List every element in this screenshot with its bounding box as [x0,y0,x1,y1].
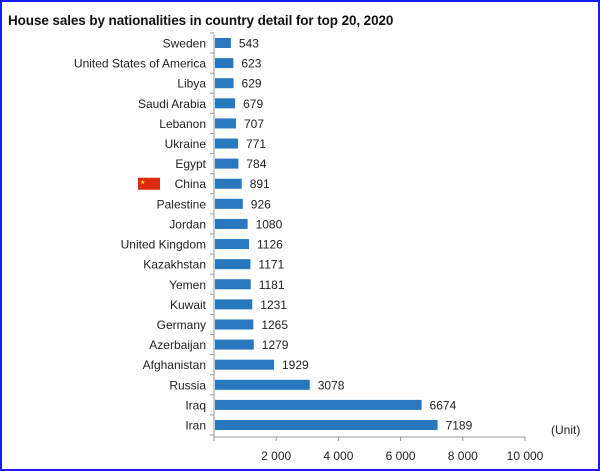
x-tick-label: 10 000 [507,449,544,463]
category-label: Saudi Arabia [138,97,206,111]
category-label: United States of America [74,57,206,71]
data-label: 1265 [261,318,288,332]
category-label: Palestine [157,197,207,211]
data-label: 1181 [259,278,285,292]
category-label: Egypt [175,157,206,171]
category-label: Sweden [163,37,206,51]
bar [215,178,242,189]
data-label: 7189 [446,419,473,433]
category-label: Jordan [169,217,206,231]
data-label: 3078 [318,378,345,392]
data-label: 1080 [256,217,283,231]
bar [215,399,422,410]
data-label: 1126 [257,238,283,252]
data-label: 543 [239,37,259,51]
category-label: Libya [177,77,206,91]
category-label: Iraq [185,398,206,412]
chart-title: House sales by nationalities in country … [8,13,394,28]
bar [215,38,231,48]
bar [215,218,248,229]
data-label: 1231 [260,298,287,312]
data-label: 784 [246,157,266,171]
data-label: 926 [251,197,271,211]
bar [215,78,234,89]
bar [215,319,254,330]
category-label: United Kingdom [121,238,206,252]
category-label: Kazakhstan [143,258,206,272]
category-label: Ukraine [165,137,207,151]
x-tick-label: 8 000 [448,449,478,463]
data-label: 1279 [262,338,289,352]
bar [215,239,250,250]
data-label: 623 [241,57,261,71]
category-label: Yemen [169,278,206,292]
category-label: China [175,177,207,191]
bar [215,138,238,149]
bar [215,299,253,310]
x-tick-label: 4 000 [323,449,353,463]
bar [215,259,251,270]
category-label: Germany [157,318,206,332]
bar [215,339,254,350]
data-label: 1171 [258,258,284,272]
data-label: 707 [244,117,264,131]
flag-star-icon: ★ [140,179,145,186]
data-label: 629 [242,77,262,91]
x-tick-label: 6 000 [386,449,416,463]
bar [215,98,236,109]
china-flag-icon [138,177,160,190]
data-label: 891 [250,177,270,191]
bar [215,359,274,370]
x-tick-label: 2 000 [261,449,291,463]
bar [215,118,236,129]
unit-label: (Unit) [551,423,580,437]
bar [215,198,243,209]
category-label: Lebanon [159,117,206,131]
bar [215,279,251,290]
data-label: 6674 [430,398,457,412]
bar [215,379,310,390]
data-label: 771 [246,137,266,151]
bar [215,420,438,430]
bar [215,58,234,69]
category-label: Kuwait [170,298,207,312]
category-label: Afghanistan [143,358,206,372]
bar [215,158,239,169]
category-label: Azerbaijan [149,338,206,352]
data-label: 679 [243,97,263,111]
category-label: Iran [185,419,206,433]
data-label: 1929 [282,358,309,372]
category-label: Russia [169,378,206,392]
